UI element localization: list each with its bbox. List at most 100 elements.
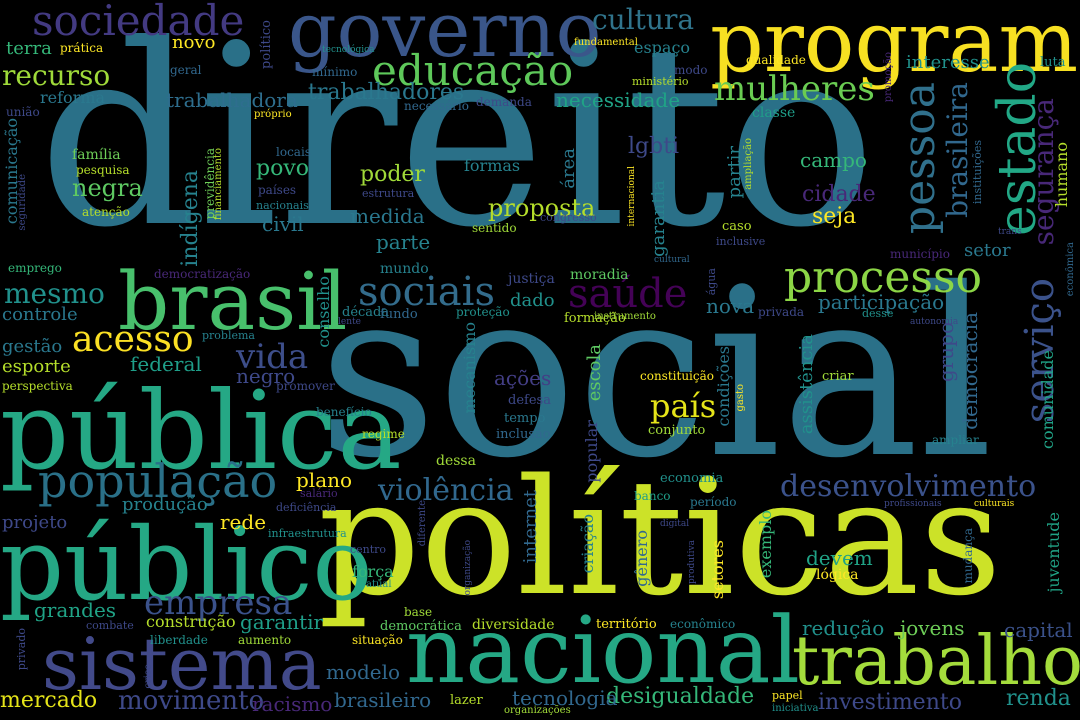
word: plano <box>296 468 353 492</box>
word: união <box>6 105 40 119</box>
word: sistema <box>42 622 322 706</box>
word: família <box>72 147 121 163</box>
word: nova <box>706 294 755 318</box>
word: popular <box>582 420 601 483</box>
word: moradia <box>570 267 629 283</box>
word: prática <box>60 41 104 55</box>
word: democrática <box>380 619 462 634</box>
word: violência <box>378 473 514 508</box>
word: econômico <box>670 617 736 631</box>
word: promoção <box>883 52 894 103</box>
word: grupo <box>934 322 958 383</box>
word: base <box>404 605 433 619</box>
word: acesso <box>72 319 194 360</box>
word: criar <box>822 369 854 384</box>
word: salário <box>300 487 338 500</box>
word: luta <box>1040 55 1066 70</box>
word: mulheres <box>714 69 875 109</box>
word: banco <box>634 489 671 503</box>
word: terra <box>6 38 52 59</box>
word: trabalhadora <box>166 88 298 112</box>
word: programa <box>710 0 1080 91</box>
word: garantia <box>648 180 669 257</box>
word: nacional <box>406 597 800 704</box>
word: problema <box>202 329 255 342</box>
word: pública <box>0 369 402 494</box>
word: economia <box>660 471 724 486</box>
word: federal <box>130 352 202 376</box>
word: movimento <box>118 686 265 716</box>
word: lente <box>338 317 361 327</box>
word: sociais <box>358 269 495 315</box>
word: município <box>890 247 950 261</box>
word: promover <box>276 379 335 393</box>
word: formas <box>464 156 521 175</box>
word: proteção <box>456 305 510 319</box>
word: seja <box>812 204 857 229</box>
word: democratização <box>154 267 251 281</box>
word: desigualdade <box>606 684 755 709</box>
word: tecnológica <box>322 45 375 55</box>
word: produção <box>122 494 208 515</box>
word: profissionais <box>884 499 942 509</box>
word: infraestrutura <box>268 527 347 540</box>
word: organizações <box>504 705 571 716</box>
word: pessoa <box>894 82 945 235</box>
word: território <box>596 617 657 632</box>
word: ampliar <box>932 433 979 447</box>
word: recurso <box>2 59 111 92</box>
word: políticas <box>318 444 1002 631</box>
word: empresa <box>144 583 293 623</box>
word: inclusive <box>716 235 766 248</box>
word: redução <box>802 616 885 640</box>
word: instituições <box>971 140 984 205</box>
word: cultura <box>592 3 695 36</box>
word: democracia <box>958 312 982 430</box>
word: civil <box>262 212 304 236</box>
word: tecnologia <box>512 686 618 710</box>
word: sociedade <box>32 0 245 45</box>
word: iniciativa <box>772 703 819 714</box>
word: juventude <box>1044 512 1063 593</box>
word: espaço <box>634 38 691 57</box>
word: lgbti <box>628 134 680 159</box>
word: ações <box>494 366 552 390</box>
word: povo <box>256 156 310 181</box>
word: geral <box>170 63 202 77</box>
word: setor <box>964 240 1011 261</box>
word: sentido <box>472 221 517 235</box>
word: jovens <box>900 616 965 640</box>
word: saúde <box>568 271 688 317</box>
word: deficiência <box>276 501 337 514</box>
word: instrumento <box>594 311 656 322</box>
word: brasileiro <box>334 688 432 712</box>
word: renda <box>1006 686 1071 711</box>
word: papel <box>772 689 803 702</box>
word: ministério <box>632 75 689 88</box>
word: modelo <box>326 660 401 684</box>
word: inclusão <box>496 427 551 442</box>
word: pesquisa <box>76 163 130 177</box>
word: liberdade <box>150 633 208 647</box>
word: negra <box>72 174 143 202</box>
word: esporte <box>2 356 71 377</box>
word: poder <box>360 162 425 187</box>
word: garantir <box>240 610 324 634</box>
word: condições <box>714 346 733 427</box>
word: lazer <box>450 693 483 708</box>
word: brasileira <box>941 82 974 218</box>
word: humano <box>1052 142 1071 208</box>
word: direito <box>38 0 877 282</box>
word: privado <box>15 628 28 671</box>
word: culturais <box>974 499 1015 509</box>
word: mundo <box>380 261 429 277</box>
word: capital <box>1004 618 1073 642</box>
word: projeto <box>2 512 68 533</box>
word: demanda <box>476 95 532 109</box>
word: dessa <box>436 453 476 469</box>
word: interesse <box>906 52 990 73</box>
word: mercado <box>0 688 98 713</box>
word: classe <box>752 105 796 121</box>
word: aumento <box>238 633 292 647</box>
